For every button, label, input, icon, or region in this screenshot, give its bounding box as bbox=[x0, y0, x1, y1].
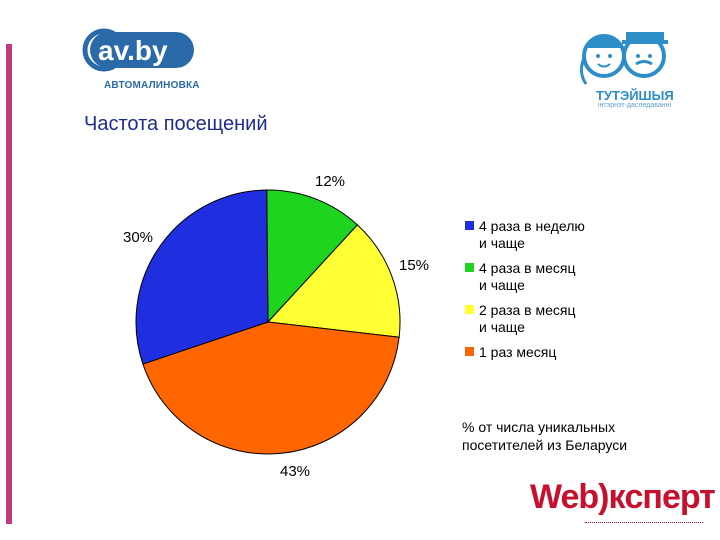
slice-value-label: 12% bbox=[315, 173, 345, 190]
av-by-logo-text: av.by bbox=[98, 35, 168, 66]
legend-item: 2 раза в месяц и чаще bbox=[465, 302, 665, 336]
pie-slice bbox=[266, 224, 401, 338]
chart-note: % от числа уникальных посетителей из Бел… bbox=[462, 419, 628, 453]
chart-title: Частота посещений bbox=[84, 113, 268, 135]
av-by-logo-icon: av.by bbox=[82, 28, 194, 72]
webexpert-underline bbox=[585, 522, 703, 524]
legend-swatch bbox=[465, 263, 474, 272]
webexpert-logo: Web)кcперт bbox=[530, 478, 716, 526]
tuteishyia-logo: ТУТЭЙШЫЯ інтэрнэт-даследаванні bbox=[570, 18, 682, 109]
pie-slice bbox=[266, 189, 359, 324]
legend-label: 4 раза в неделю и чаще bbox=[479, 218, 585, 251]
slice-value-label: 30% bbox=[123, 229, 153, 246]
legend-swatch bbox=[465, 221, 474, 230]
tuteishyia-name: ТУТЭЙШЫЯ bbox=[596, 88, 674, 103]
legend-label: 2 раза в месяц и чаще bbox=[479, 302, 576, 335]
pie-slice bbox=[142, 321, 400, 455]
tuteishyia-subtitle: інтэрнэт-даследаванні bbox=[598, 102, 672, 109]
legend-label: 1 раз месяц bbox=[479, 344, 557, 360]
slice-value-label: 43% bbox=[280, 463, 310, 480]
legend-item: 1 раз месяц bbox=[465, 344, 665, 361]
legend-label: 4 раза в месяц и чаще bbox=[479, 260, 576, 293]
pie-slice bbox=[135, 189, 269, 365]
av-by-logo: av.by АВТОМАЛИНОВКА bbox=[82, 20, 200, 100]
legend-item: 4 раза в неделю и чаще bbox=[465, 218, 665, 252]
left-accent-bar bbox=[6, 44, 12, 524]
av-by-caption: АВТОМАЛИНОВКА bbox=[104, 80, 200, 91]
legend-swatch bbox=[465, 347, 474, 356]
faces-icon bbox=[579, 32, 668, 85]
slice-value-label: 15% bbox=[399, 257, 429, 274]
legend-swatch bbox=[465, 305, 474, 314]
chart-legend: 4 раза в неделю и чаще 4 раза в месяц и … bbox=[465, 218, 665, 369]
webexpert-logo-text: Web)кcперт bbox=[530, 478, 716, 516]
legend-item: 4 раза в месяц и чаще bbox=[465, 260, 665, 294]
